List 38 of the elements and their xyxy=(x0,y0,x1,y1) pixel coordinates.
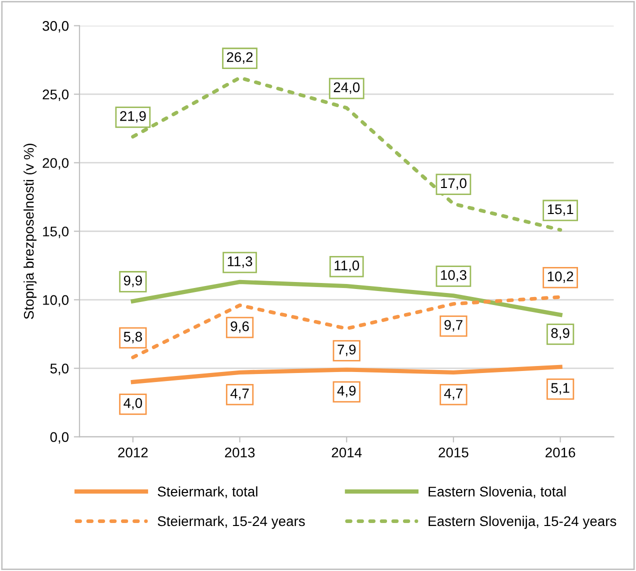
legend-label: Steiermark, 15-24 years xyxy=(158,516,305,529)
data-label: 10,3 xyxy=(441,270,466,282)
data-label: 9,6 xyxy=(230,321,249,333)
data-label: 5,1 xyxy=(551,383,570,395)
data-label: 26,2 xyxy=(226,52,253,64)
data-label: 4,9 xyxy=(337,386,356,398)
data-label: 17,0 xyxy=(441,178,466,190)
x-tick-label: 2015 xyxy=(438,448,468,458)
data-label: 9,9 xyxy=(124,276,142,288)
y-tick-label: 10,0 xyxy=(43,295,69,307)
data-label: 9,7 xyxy=(444,320,462,332)
y-tick-label: 25,0 xyxy=(42,90,69,102)
data-label: 7,9 xyxy=(338,344,356,356)
data-label: 15,1 xyxy=(548,204,574,216)
data-label: 11,0 xyxy=(334,260,360,272)
data-label: 10,2 xyxy=(548,271,574,283)
line-series xyxy=(130,364,562,384)
data-label: 21,9 xyxy=(120,111,146,123)
data-label: 5,8 xyxy=(124,332,142,344)
y-tick-label: 5,0 xyxy=(50,364,69,376)
y-tick-label: 20,0 xyxy=(42,158,69,170)
data-label: 11,3 xyxy=(228,256,252,268)
data-label: 4,7 xyxy=(230,388,249,400)
data-label: 4,7 xyxy=(444,388,462,400)
legend-label: Steiermark, total xyxy=(158,486,258,498)
data-label: 4,0 xyxy=(124,398,142,410)
y-tick-label: 30,0 xyxy=(42,21,69,33)
y-tick-label: 15,0 xyxy=(43,226,69,238)
x-tick-label: 2012 xyxy=(118,448,148,458)
y-tick-label: 0,0 xyxy=(50,432,69,444)
legend-label: Eastern Slovenija, 15-24 years xyxy=(428,516,616,529)
y-axis-title: Stopnja brezposelnosti (v %) xyxy=(24,144,36,320)
x-tick-label: 2013 xyxy=(225,448,255,458)
x-tick-label: 2014 xyxy=(332,448,362,458)
x-tick-label: 2016 xyxy=(546,448,576,458)
data-label: 24,0 xyxy=(334,82,360,94)
legend-label: Eastern Slovenia, total xyxy=(428,486,566,498)
data-label: 8,9 xyxy=(551,328,570,340)
